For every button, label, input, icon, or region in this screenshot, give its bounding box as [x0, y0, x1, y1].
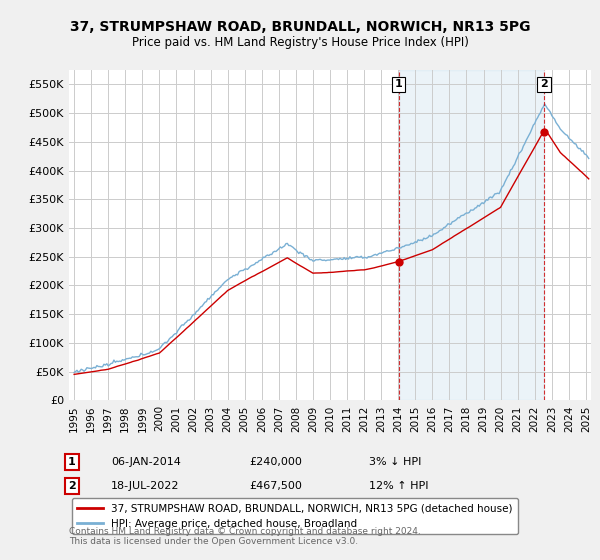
Text: £240,000: £240,000 — [249, 457, 302, 467]
Text: 2: 2 — [68, 481, 76, 491]
Text: £467,500: £467,500 — [249, 481, 302, 491]
Text: 06-JAN-2014: 06-JAN-2014 — [111, 457, 181, 467]
Text: 37, STRUMPSHAW ROAD, BRUNDALL, NORWICH, NR13 5PG: 37, STRUMPSHAW ROAD, BRUNDALL, NORWICH, … — [70, 20, 530, 34]
Text: 1: 1 — [68, 457, 76, 467]
Text: 3% ↓ HPI: 3% ↓ HPI — [369, 457, 421, 467]
Text: 1: 1 — [395, 80, 403, 90]
Text: Price paid vs. HM Land Registry's House Price Index (HPI): Price paid vs. HM Land Registry's House … — [131, 36, 469, 49]
Text: Contains HM Land Registry data © Crown copyright and database right 2024.
This d: Contains HM Land Registry data © Crown c… — [69, 526, 421, 546]
Text: 2: 2 — [540, 80, 548, 90]
Legend: 37, STRUMPSHAW ROAD, BRUNDALL, NORWICH, NR13 5PG (detached house), HPI: Average : 37, STRUMPSHAW ROAD, BRUNDALL, NORWICH, … — [71, 498, 518, 534]
Text: 12% ↑ HPI: 12% ↑ HPI — [369, 481, 428, 491]
Bar — [399, 70, 544, 400]
Text: 18-JUL-2022: 18-JUL-2022 — [111, 481, 179, 491]
